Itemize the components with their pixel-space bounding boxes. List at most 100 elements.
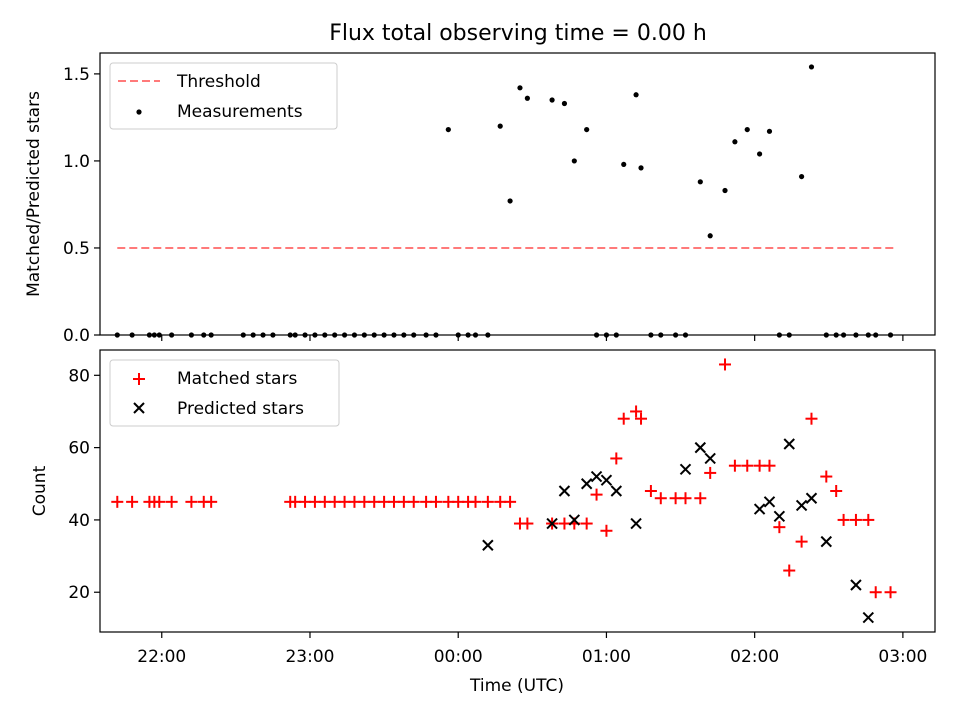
y-tick-label: 1.5 — [63, 65, 90, 85]
predicted-star-point — [568, 514, 581, 526]
measurement-point — [707, 233, 713, 239]
measurement-point — [445, 126, 451, 133]
matched-star-point — [635, 412, 648, 425]
matched-star-point — [795, 535, 808, 548]
x-tick-label: 02:00 — [730, 647, 779, 667]
figure-title: Flux total observing time = 0.00 h — [329, 21, 707, 46]
matched-star-point — [849, 513, 862, 526]
matched-star-point — [469, 495, 482, 508]
predicted-star-point — [694, 441, 707, 454]
predicted-star-point — [558, 485, 571, 497]
bottom-legend-box — [109, 359, 340, 427]
matched-star-point — [884, 586, 897, 599]
legend-matched-label: Matched stars — [177, 369, 297, 389]
matched-star-point — [783, 564, 796, 577]
matched-star-point — [773, 521, 786, 534]
measurement-point — [571, 158, 577, 164]
legend-measurements-label: Measurements — [177, 102, 303, 122]
y-tick-label: 40 — [68, 511, 90, 531]
predicted-star-point — [783, 438, 795, 450]
measurement-point — [638, 165, 644, 171]
matched-star-point — [481, 495, 494, 508]
predicted-star-point — [753, 503, 766, 515]
matched-star-point — [728, 459, 741, 472]
matched-star-point — [165, 495, 178, 508]
measurement-point — [798, 173, 805, 180]
matched-star-point — [429, 495, 442, 508]
measurement-point — [744, 126, 750, 133]
matched-star-point — [153, 495, 166, 508]
measurement-point — [549, 97, 555, 103]
predicted-star-point — [630, 517, 642, 530]
measurement-point — [633, 92, 639, 98]
predicted-star-point — [546, 517, 558, 530]
measurement-point — [584, 126, 590, 133]
predicted-star-point — [805, 492, 818, 504]
predicted-star-point — [763, 496, 776, 508]
measurement-point — [524, 95, 530, 101]
matched-star-point — [644, 485, 657, 497]
legend-predicted-swatch — [133, 402, 145, 414]
matched-star-point — [837, 513, 850, 526]
x-tick-label: 23:00 — [285, 647, 334, 667]
matched-star-point — [862, 513, 875, 526]
measurement-point — [507, 198, 513, 204]
bottom-marks — [111, 358, 897, 624]
measurement-point — [561, 100, 568, 107]
measurement-point — [697, 179, 703, 185]
legend-measurements-swatch — [136, 109, 142, 115]
legend-matched-swatch — [133, 373, 145, 385]
matched-star-point — [504, 495, 517, 508]
predicted-star-point — [580, 478, 593, 490]
measurement-point — [517, 85, 523, 91]
bottom-yticks: 20 40 60 80 — [68, 366, 100, 603]
measurement-point — [621, 161, 627, 168]
matched-star-point — [580, 517, 593, 530]
measurement-point — [497, 123, 503, 129]
legend-predicted-label: Predicted stars — [177, 399, 304, 419]
matched-star-point — [869, 586, 882, 599]
y-tick-label: 1.0 — [63, 152, 90, 172]
top-axes-frame — [99, 52, 936, 336]
y-tick-label: 20 — [68, 583, 90, 603]
matched-star-point — [719, 358, 732, 371]
matched-star-point — [704, 466, 717, 479]
bottom-xticks: 22:00 23:00 00:00 01:00 02:00 03:00 — [137, 632, 927, 667]
top-xticks — [161, 335, 904, 341]
predicted-star-point — [590, 470, 603, 483]
predicted-star-point — [862, 611, 875, 624]
matched-star-point — [205, 495, 218, 508]
bottom-axes-frame — [99, 349, 936, 633]
y-tick-label: 80 — [68, 366, 90, 386]
top-legend-box — [109, 62, 338, 130]
matched-star-point — [805, 412, 818, 425]
y-tick-label: 0.0 — [63, 326, 90, 346]
matched-star-point — [763, 459, 776, 472]
matched-star-point — [407, 495, 420, 508]
x-tick-label: 01:00 — [582, 647, 631, 667]
top-panel: 0.0 0.5 1.0 1.5 Matched/Predicted stars Thr… — [24, 52, 936, 346]
predicted-star-point — [482, 539, 494, 551]
x-tick-label: 22:00 — [137, 647, 186, 667]
measurement-point — [732, 139, 738, 145]
matched-star-point — [521, 517, 534, 530]
measurement-point — [808, 64, 815, 70]
matched-star-point — [679, 492, 692, 505]
predicted-star-point — [795, 499, 808, 512]
matched-star-point — [610, 452, 623, 465]
predicted-star-point — [773, 510, 786, 523]
matched-star-point — [617, 412, 630, 425]
matched-star-point — [185, 495, 198, 508]
matched-star-point — [654, 492, 667, 505]
bottom-ylabel: Count — [30, 465, 50, 516]
x-tick-label: 03:00 — [878, 647, 927, 667]
predicted-star-point — [820, 535, 833, 548]
top-legend: Threshold Measurements — [109, 62, 338, 130]
matched-star-point — [590, 488, 603, 501]
bottom-xlabel: Time (UTC) — [469, 676, 564, 696]
matched-star-point — [126, 495, 139, 508]
top-yticks: 0.0 0.5 1.0 1.5 — [63, 65, 100, 346]
measurement-point — [722, 187, 728, 194]
